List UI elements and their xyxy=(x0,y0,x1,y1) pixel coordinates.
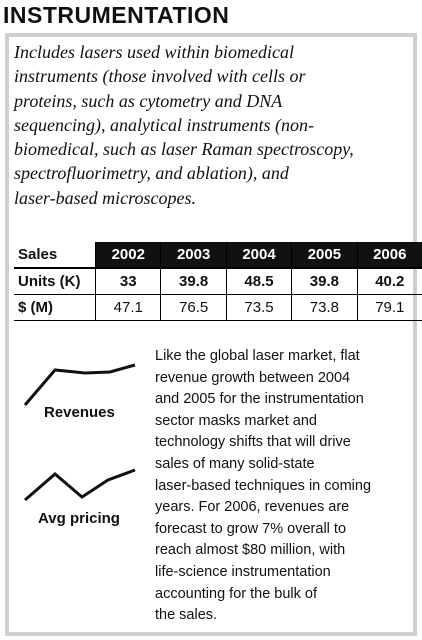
header-cell: 2004 xyxy=(226,242,293,269)
header-cell: Sales xyxy=(14,242,97,269)
table-row: Units (K) 33 39.8 48.5 39.8 40.2 xyxy=(14,268,422,295)
text-line: forecast to grow 7% overall to xyxy=(155,520,347,537)
header-cell: 2006 xyxy=(357,242,422,269)
table-cell: Units (K) xyxy=(14,268,97,295)
text-line: biomedical, such as laser Raman spectros… xyxy=(14,139,354,160)
text-line: life-science instrumentation xyxy=(155,563,331,580)
text-line: technology shifts that will drive xyxy=(155,434,351,451)
table-cell: 40.2 xyxy=(357,268,422,295)
icon-label: Avg pricing xyxy=(38,510,120,527)
text-line: sector masks market and xyxy=(155,412,317,429)
table-cell: 48.5 xyxy=(226,268,293,295)
text-line: years. For 2006, revenues are xyxy=(155,499,350,516)
table-cell: 79.1 xyxy=(357,294,422,321)
text-line: the sales. xyxy=(155,607,218,624)
table-cell: 76.5 xyxy=(160,294,227,321)
table-row: $ (M) 47.1 76.5 73.5 73.8 79.1 xyxy=(14,294,422,321)
intro: Includes lasers used within biomedical in… xyxy=(14,40,354,210)
text-line: and 2005 for the instrumentation xyxy=(155,391,364,408)
text-line: revenue growth between 2004 xyxy=(155,369,351,386)
table-cell: $ (M) xyxy=(14,294,97,321)
pricing-sparkline xyxy=(24,468,136,502)
table-cell: 39.8 xyxy=(291,268,358,295)
icon-label: Revenues xyxy=(44,404,115,421)
text-line: proteins, such as cytometry and DNA xyxy=(14,90,283,111)
title: INSTRUMENTATION xyxy=(3,2,230,28)
text-line: accounting for the bulk of xyxy=(155,585,318,602)
body-text: Like the global laser market, flat revenu… xyxy=(155,346,371,627)
text-line: reach almost $80 million, with xyxy=(155,542,346,559)
header-cell: 2003 xyxy=(160,242,227,269)
header-cell: 2005 xyxy=(291,242,358,269)
table-cell: 33 xyxy=(95,268,162,295)
sparklines xyxy=(23,363,136,502)
panel xyxy=(5,33,417,636)
table-cell: 73.5 xyxy=(226,294,293,321)
text-line: instruments (those involved with cells o… xyxy=(14,66,306,87)
table-cell: 73.8 xyxy=(291,294,358,321)
table-cell: 39.8 xyxy=(160,268,227,295)
text-line: laser-based microscopes. xyxy=(14,187,196,208)
text-line: Like the global laser market, flat xyxy=(155,348,360,364)
revenue-sparkline xyxy=(23,363,136,406)
text-line: Includes lasers used within biomedical xyxy=(14,42,294,62)
sales-table: Sales 2002 2003 2004 2005 2006 Units (K) 33 39.8… xyxy=(14,242,422,321)
header-cell: 2002 xyxy=(95,242,162,269)
text-line: sequencing), analytical instruments (non… xyxy=(14,114,314,135)
text-line: spectrofluorimetry, and ablation), and xyxy=(14,163,289,184)
header-row: Sales 2002 2003 2004 2005 2006 xyxy=(14,242,422,269)
text-line: sales of many solid-state xyxy=(155,455,315,472)
text-line: laser-based techniques in coming xyxy=(155,477,372,494)
table-cell: 47.1 xyxy=(95,294,162,321)
